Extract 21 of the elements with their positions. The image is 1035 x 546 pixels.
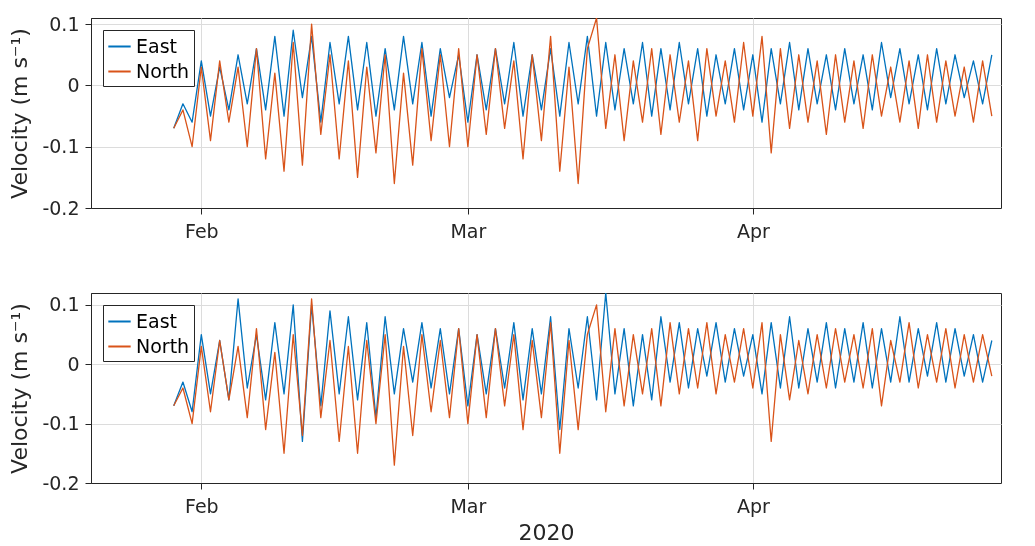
y-tick-label: -0.1 — [42, 412, 80, 435]
y-tick-label: 0.1 — [49, 293, 80, 316]
x-tick-label: Apr — [736, 494, 770, 517]
y-tick-label: -0.2 — [42, 471, 80, 494]
y-tick-label: -0.2 — [42, 196, 80, 219]
legend-label: North — [136, 334, 190, 357]
x-axis-title: 2020 — [518, 519, 575, 545]
y-axis-title: Velocity (m s⁻¹) — [7, 28, 33, 199]
y-axis-title: Velocity (m s⁻¹) — [7, 303, 33, 474]
x-tick-label: Mar — [450, 219, 487, 242]
y-tick-label: 0 — [67, 352, 80, 375]
x-tick-label: Feb — [184, 494, 219, 517]
y-tick-label: 0 — [67, 73, 80, 96]
x-tick-label: Apr — [736, 219, 770, 242]
y-tick-label: -0.1 — [42, 135, 80, 158]
y-tick-label: 0.1 — [49, 12, 80, 35]
legend-label: East — [136, 309, 177, 332]
legend-label: North — [136, 59, 190, 82]
x-tick-label: Mar — [450, 494, 487, 517]
legend-label: East — [136, 34, 177, 57]
x-tick-label: Feb — [184, 219, 219, 242]
